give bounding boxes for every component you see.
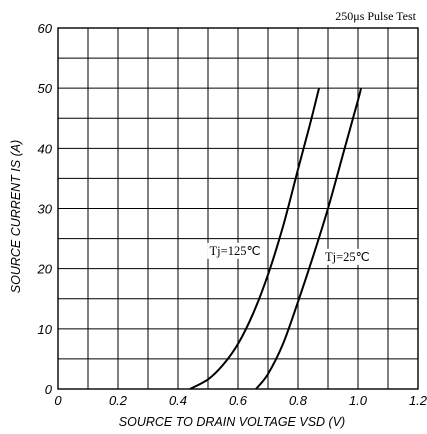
x-tick-label: 0.8 [289,393,308,408]
series-label-tj-25: Tj=25℃ [325,250,370,264]
x-axis-label: SOURCE TO DRAIN VOLTAGE VSD (V) [119,415,345,429]
series-line-tj-125 [189,87,320,390]
tick-labels: 0 0.2 0.4 0.6 0.8 1.0 1.2 0 10 20 30 40 50 60 [37,21,427,408]
x-tick-label: 0.4 [169,393,187,408]
y-tick-label: 30 [38,202,53,217]
y-tick-label: 0 [45,382,53,397]
y-tick-label: 40 [38,141,53,156]
x-tick-label: 0.2 [109,393,128,408]
series-group [189,87,362,390]
x-tick-label: 1.2 [409,393,427,408]
y-tick-label: 50 [38,81,53,96]
series-label-tj-125: Tj=125℃ [210,244,261,258]
series-line-tj-25 [255,87,362,390]
x-tick-label: 0 [54,393,62,408]
y-axis-label: SOURCE CURRENT IS (A) [9,140,23,293]
pulse-test-annotation: 250μs Pulse Test [335,9,416,23]
y-tick-label: 20 [37,262,53,277]
y-tick-label: 60 [38,21,53,36]
x-tick-label: 1.0 [349,393,368,408]
plot-frame [57,27,419,390]
series-label-background [323,248,372,265]
x-tick-label: 0.6 [229,393,248,408]
grid [58,28,418,389]
series-labels: Tj=125℃ Tj=25℃ [207,242,372,265]
series-label-background [207,242,263,259]
y-tick-label: 10 [38,322,53,337]
